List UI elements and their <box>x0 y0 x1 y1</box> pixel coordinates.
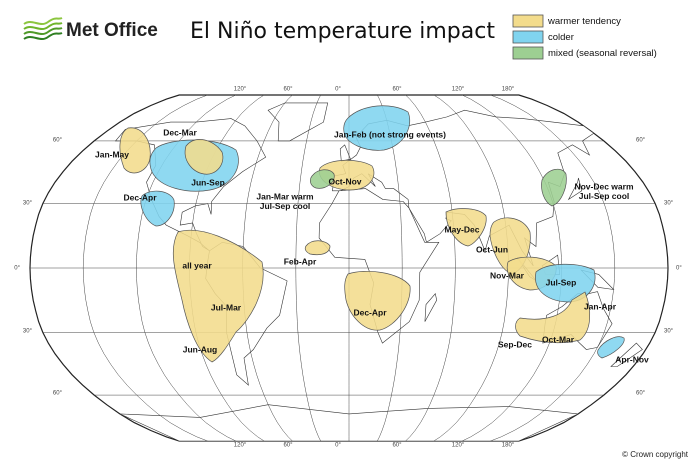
area-label: Oct-Mar <box>542 334 575 344</box>
impact-area <box>445 208 487 247</box>
legend-label: mixed (seasonal reversal) <box>548 48 657 59</box>
longitude-label: 120° <box>452 443 465 449</box>
land <box>339 144 351 162</box>
legend: warmer tendency colder mixed (seasonal rev… <box>512 14 657 60</box>
impact-area <box>310 169 335 189</box>
land <box>567 177 583 201</box>
longitude-label: 60° <box>392 87 402 93</box>
longitude-label: 180° <box>502 443 515 449</box>
longitude-label: 120° <box>234 87 247 93</box>
latitude-label: 30° <box>23 329 33 335</box>
title: El Niño temperature impact <box>190 19 495 44</box>
latitude-label: 30° <box>664 329 674 335</box>
impact-area <box>535 263 596 303</box>
longitude-label: 120° <box>234 443 247 449</box>
legend-swatch <box>512 14 544 28</box>
area-label: Jun-Sep <box>191 177 225 187</box>
area-label: Apr-Nov <box>615 354 649 364</box>
impact-area <box>541 168 567 207</box>
area-label: Nov-Dec warm <box>574 181 633 191</box>
impact-area <box>304 240 331 256</box>
area-label: Jan-Feb (not strong events) <box>334 129 446 139</box>
legend-label: warmer tendency <box>547 16 621 27</box>
area-label: Dec-Apr <box>353 307 387 317</box>
area-label: Jan-Apr <box>584 301 617 311</box>
latitude-label: 30° <box>664 201 674 207</box>
area-label: Dec-Apr <box>123 192 157 202</box>
area-label: Jun-Aug <box>183 344 217 354</box>
area-label: Dec-Mar <box>163 127 197 137</box>
copyright: © Crown copyright <box>622 450 689 459</box>
latitude-label: 0° <box>676 266 682 272</box>
latitude-label: 60° <box>53 391 63 397</box>
area-label: Jan-May <box>95 149 129 159</box>
area-label: Jan-Mar warm <box>256 191 314 201</box>
area-label: Sep-Dec <box>498 339 532 349</box>
latitude-label: 60° <box>53 138 63 144</box>
area-label: Jul-Sep cool <box>579 191 630 201</box>
area-label: Oct-Nov <box>328 176 361 186</box>
longitude-label: 60° <box>392 443 402 449</box>
area-label: May-Dec <box>445 224 480 234</box>
logo-mark <box>23 17 63 40</box>
legend-label: colder <box>548 32 574 43</box>
land <box>424 293 438 322</box>
land <box>267 102 329 142</box>
latitude-label: 60° <box>636 138 646 144</box>
impact-area <box>172 229 264 363</box>
impact-area <box>343 105 410 151</box>
legend-swatch <box>512 46 544 60</box>
latitude-label: 60° <box>636 391 646 397</box>
area-label: Jul-Sep <box>546 277 577 287</box>
area-label: Jul-Sep cool <box>260 201 311 211</box>
impact-area <box>515 291 591 344</box>
area-label: all year <box>182 260 212 270</box>
impact-area <box>344 270 411 331</box>
area-label: Feb-Apr <box>284 256 317 266</box>
impact-areas <box>119 105 625 363</box>
longitude-label: 60° <box>283 443 293 449</box>
area-label: Oct-Jun <box>476 244 508 254</box>
impact-area <box>119 127 151 174</box>
longitude-label: 0° <box>335 87 341 93</box>
longitude-label: 60° <box>283 87 293 93</box>
impact-area <box>140 190 175 227</box>
latitude-label: 30° <box>23 201 33 207</box>
latitude-label: 0° <box>14 266 20 272</box>
legend-swatch <box>512 30 544 44</box>
longitude-label: 0° <box>335 443 341 449</box>
longitude-label: 120° <box>452 87 465 93</box>
logo-text: Met Office <box>66 20 158 41</box>
area-label: Jul-Mar <box>211 302 242 312</box>
land <box>610 342 643 367</box>
area-labels: Jan-May Jun-Sep Dec-Mar Dec-Apr all year Jul-… <box>95 127 649 364</box>
area-label: Nov-Mar <box>490 270 525 280</box>
impact-area <box>597 336 625 359</box>
impact-area <box>184 139 224 175</box>
longitude-label: 180° <box>502 87 515 93</box>
